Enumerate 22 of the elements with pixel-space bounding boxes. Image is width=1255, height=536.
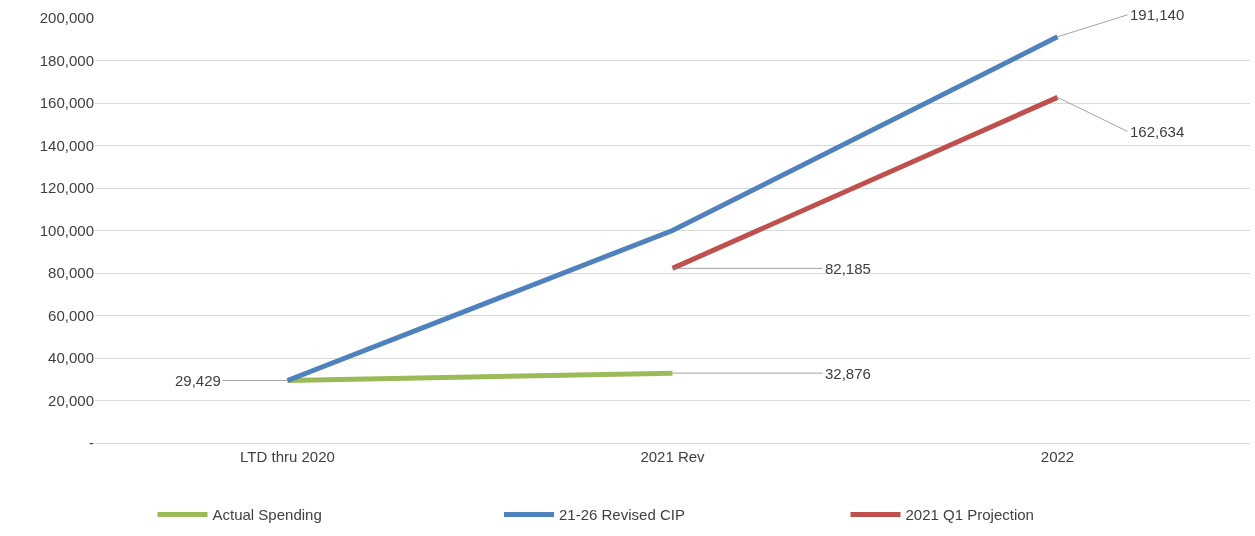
- y-tick-label: 180,000: [39, 51, 94, 69]
- legend-label: 21-26 Revised CIP: [559, 506, 685, 524]
- data-label: 82,185: [825, 260, 871, 277]
- legend-label: 2021 Q1 Projection: [905, 506, 1034, 524]
- x-tick-label: 2022: [1040, 448, 1075, 465]
- y-tick-label: 140,000: [39, 136, 94, 154]
- x-tick-label: 2021 Rev: [640, 448, 706, 465]
- legend-label: Actual Spending: [212, 506, 322, 524]
- data-label: 162,634: [1130, 123, 1185, 140]
- y-tick-label: 20,000: [48, 391, 94, 409]
- y-tick-label: 120,000: [39, 179, 94, 197]
- y-tick-label: 100,000: [39, 221, 94, 239]
- y-tick-label: 80,000: [48, 264, 94, 282]
- data-label: 32,876: [825, 365, 871, 382]
- y-tick-label: -: [89, 434, 94, 452]
- y-tick-label: 200,000: [39, 9, 94, 27]
- data-label: 29,429: [175, 372, 221, 389]
- x-tick-label: LTD thru 2020: [240, 448, 335, 465]
- y-tick-label: 160,000: [39, 94, 94, 112]
- y-tick-label: 60,000: [48, 306, 94, 324]
- data-label: 191,140: [1130, 6, 1185, 23]
- y-tick-label: 40,000: [48, 349, 94, 367]
